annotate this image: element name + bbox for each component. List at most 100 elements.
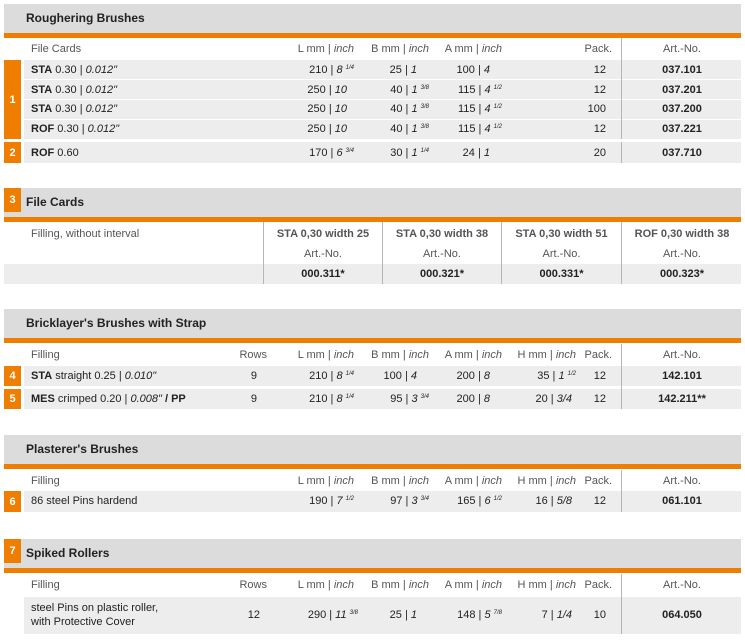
group-number-1: 1	[4, 60, 21, 139]
cell-h: 16 | 5/8	[535, 495, 572, 507]
cell-rows: 12	[247, 609, 260, 621]
cell-art-no: 037.710	[662, 147, 702, 159]
section-header-bricklayer: Bricklayer's Brushes with Strap	[4, 309, 741, 343]
row-divider	[24, 119, 741, 120]
col-header-pack: Pack.	[584, 43, 612, 55]
col-header-art: Art.-No.	[663, 579, 701, 591]
cell-a: 115 | 4 1/2	[457, 84, 502, 96]
cell-b: 40 | 1 3/8	[390, 123, 429, 135]
art-no-label: Art.-No.	[304, 248, 342, 260]
col-header-art: Art.-No.	[663, 349, 701, 361]
cell-b: 97 | 3 3/4	[390, 495, 429, 507]
row-bg	[4, 264, 741, 284]
cell-b: 40 | 1 3/8	[390, 84, 429, 96]
section-title: File Cards	[26, 195, 85, 209]
cell-pack: 12	[593, 393, 606, 405]
table-row-name: ROF 0.30 | 0.012"	[31, 123, 120, 135]
col-header-a: A mm | inch	[444, 475, 502, 487]
cell-a: 148 | 5 7/8	[457, 609, 502, 621]
cell-l: 250 | 10	[307, 123, 347, 135]
cell-art-no: 064.050	[662, 609, 702, 621]
section-title: Plasterer's Brushes	[26, 442, 139, 456]
col-header-h: H mm | inch	[517, 475, 576, 487]
cell-h: 20 | 3/4	[535, 393, 572, 405]
cell-l: 190 | 7 1/2	[309, 495, 354, 507]
cell-pack: 12	[593, 84, 606, 96]
col-header-l: L mm | inch	[297, 579, 354, 591]
art-column-divider	[621, 597, 622, 634]
col-header-rows: Rows	[239, 349, 267, 361]
col-header-b: B mm | inch	[371, 475, 429, 487]
cell-b: 25 | 1	[389, 609, 417, 621]
cell-rows: 9	[250, 393, 257, 405]
cell-pack: 12	[593, 123, 606, 135]
cell-l: 250 | 10	[307, 103, 347, 115]
art-column-divider	[621, 366, 622, 386]
cell-pack: 10	[593, 609, 606, 621]
cell-l: 170 | 6 3/4	[309, 147, 354, 159]
table-row-name: 86 steel Pins hardend	[31, 495, 138, 507]
col-header-a: A mm | inch	[444, 43, 502, 55]
section-header-file-cards: File Cards	[4, 188, 741, 222]
file-card-col-name: STA 0,30 width 25	[276, 228, 370, 240]
cell-b: 40 | 1 3/8	[390, 103, 429, 115]
section-title: Bricklayer's Brushes with Strap	[26, 316, 207, 330]
col-header-h: H mm | inch	[517, 579, 576, 591]
col-header-a: A mm | inch	[444, 579, 502, 591]
cell-a: 200 | 8	[456, 393, 490, 405]
cell-art-no: 037.221	[662, 123, 702, 135]
cell-a: 200 | 8	[456, 370, 490, 382]
column-divider	[621, 264, 622, 284]
col-header-l: L mm | inch	[297, 475, 354, 487]
cell-pack: 12	[593, 370, 606, 382]
col-header-name: Filling	[31, 579, 60, 591]
cell-pack: 12	[593, 495, 606, 507]
row-divider	[24, 99, 741, 100]
cell-l: 290 | 11 3/8	[307, 609, 358, 621]
table-row-name: steel Pins on plastic roller, with Protec…	[31, 602, 159, 628]
file-card-col-name: STA 0,30 width 51	[515, 228, 608, 240]
col-header-name: File Cards	[31, 43, 82, 55]
section-number-3: 3	[4, 188, 21, 212]
art-column-divider	[621, 491, 622, 512]
col-header-name: Filling	[31, 475, 60, 487]
table-row-name: STA straight 0.25 | 0.010"	[31, 370, 157, 382]
row-bg	[24, 491, 741, 512]
cell-b: 95 | 3 3/4	[390, 393, 429, 405]
table-row-name: STA 0.30 | 0.012"	[31, 64, 118, 76]
cell-a: 165 | 6 1/2	[457, 495, 502, 507]
cell-art-no: 037.200	[662, 103, 702, 115]
col-header-art: Art.-No.	[663, 475, 701, 487]
cell-art-no: 142.211**	[658, 393, 706, 405]
cell-l: 210 | 8 1/4	[309, 393, 354, 405]
column-divider	[501, 222, 502, 284]
table-row-name: STA 0.30 | 0.012"	[31, 84, 118, 96]
art-no-label: Art.-No.	[542, 248, 581, 260]
cell-b: 30 | 1 1/4	[390, 147, 429, 159]
section-title: Roughering Brushes	[26, 11, 145, 25]
column-divider	[382, 222, 383, 284]
cell-art-no: 000.331*	[539, 268, 584, 280]
cell-art-no: 000.323*	[659, 268, 705, 280]
col-header-b: B mm | inch	[371, 579, 429, 591]
col-header-pack: Pack.	[584, 349, 612, 361]
table-row-name: ROF 0.60	[31, 147, 79, 159]
row-number-6: 6	[4, 491, 21, 512]
col-header-b: B mm | inch	[371, 43, 429, 55]
cell-art-no: 061.101	[662, 495, 702, 507]
cell-art-no: 142.101	[662, 370, 702, 382]
cell-art-no: 000.321*	[419, 268, 465, 280]
cell-h: 7 | 1/4	[541, 609, 572, 621]
col-header-h: H mm | inch	[517, 349, 576, 361]
section-title: Spiked Rollers	[26, 546, 110, 560]
column-divider	[263, 222, 264, 284]
cell-h: 35 | 1 1/2	[537, 370, 576, 382]
cell-b: 100 | 4	[383, 370, 417, 382]
art-no-label: Art.-No.	[663, 248, 701, 260]
col-header-a: A mm | inch	[444, 349, 502, 361]
cell-art-no: 037.101	[662, 64, 702, 76]
row-bg	[24, 366, 741, 386]
art-no-label: Art.-No.	[423, 248, 461, 260]
table-row-name: MES crimped 0.20 | 0.008" / PP	[31, 393, 186, 405]
cell-rows: 9	[250, 370, 257, 382]
